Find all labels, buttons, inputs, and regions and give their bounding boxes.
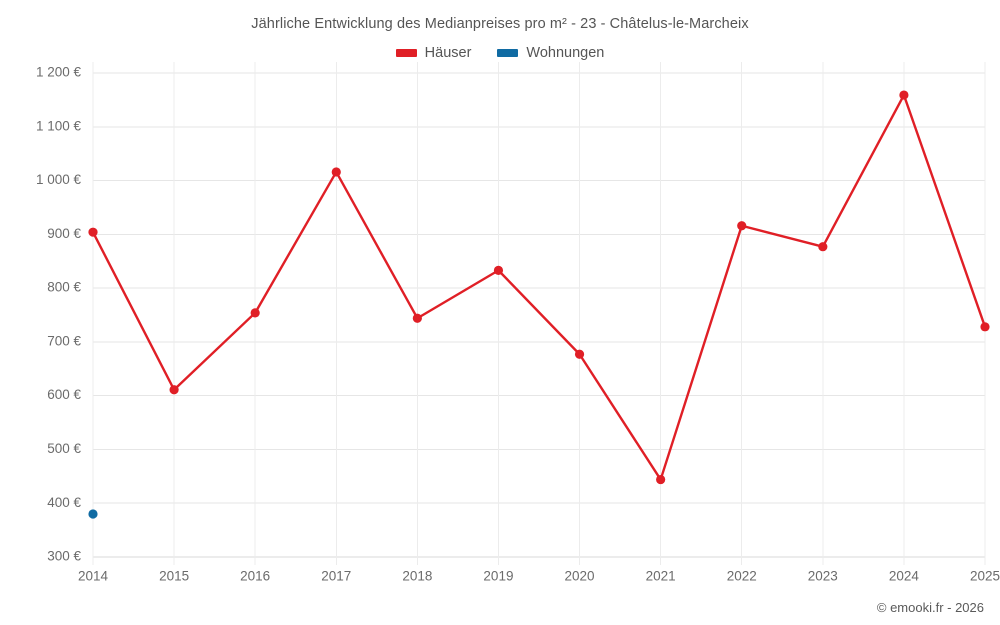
series-line-häuser	[91, 93, 987, 481]
y-tick-label: 900 €	[47, 226, 81, 241]
y-tick-label: 700 €	[47, 333, 81, 348]
data-point[interactable]	[250, 308, 260, 318]
legend-label-hauser: Häuser	[424, 45, 472, 61]
x-tick-label: 2025	[970, 569, 1000, 584]
y-tick-label: 400 €	[47, 495, 81, 510]
y-tick-label: 1 000 €	[36, 172, 82, 187]
y-tick-label: 600 €	[47, 387, 81, 402]
y-tick-label: 800 €	[47, 280, 81, 295]
y-axis-tick-labels: 300 € 400 € 500 € 600 € 700 € 800 € 900 € 1 000…	[36, 65, 82, 564]
legend-swatch-wohnungen	[497, 49, 519, 57]
data-point[interactable]	[980, 322, 990, 332]
x-tick-label: 2017	[321, 569, 351, 584]
data-point[interactable]	[493, 265, 504, 275]
x-axis-tick-labels: 2014 2015 2016 2017 2018 2019 2020 2021 2022 2023…	[78, 569, 1000, 584]
chart-title: Jährliche Entwicklung des Medianpreises …	[251, 16, 749, 32]
chart-credit: © emooki.fr - 2026	[876, 600, 984, 615]
horizontal-gridlines	[93, 72, 985, 558]
x-tick-label: 2024	[889, 569, 920, 584]
y-tick-label: 1 200 €	[36, 65, 82, 80]
data-point[interactable]	[737, 221, 747, 231]
data-point[interactable]	[818, 242, 828, 252]
data-point[interactable]	[899, 90, 909, 100]
x-tick-label: 2015	[159, 569, 189, 584]
series-lines	[91, 93, 987, 481]
data-point[interactable]	[169, 385, 179, 395]
x-tick-label: 2022	[727, 569, 757, 584]
legend-item-wohnungen[interactable]: Wohnungen	[497, 45, 604, 61]
data-point[interactable]	[331, 167, 341, 177]
y-tick-label: 1 100 €	[36, 118, 82, 133]
x-tick-label: 2021	[646, 569, 676, 584]
data-point[interactable]	[412, 313, 422, 323]
y-tick-label: 500 €	[47, 441, 81, 456]
x-tick-label: 2020	[565, 569, 595, 584]
x-tick-label: 2016	[240, 569, 270, 584]
y-tick-label: 300 €	[47, 549, 81, 564]
chart-legend: Häuser Wohnungen	[0, 45, 1000, 61]
legend-label-wohnungen: Wohnungen	[526, 45, 605, 61]
legend-item-hauser[interactable]: Häuser	[395, 45, 472, 61]
data-point[interactable]	[656, 474, 666, 485]
legend-swatch-hauser	[395, 49, 417, 57]
x-tick-label: 2019	[483, 569, 513, 584]
data-point[interactable]	[574, 349, 585, 359]
x-tick-label: 2014	[78, 569, 109, 584]
x-tick-label: 2018	[402, 569, 432, 584]
data-point[interactable]	[88, 227, 98, 237]
x-tick-label: 2023	[808, 569, 838, 584]
data-point[interactable]	[88, 509, 98, 519]
series-points	[88, 90, 990, 519]
